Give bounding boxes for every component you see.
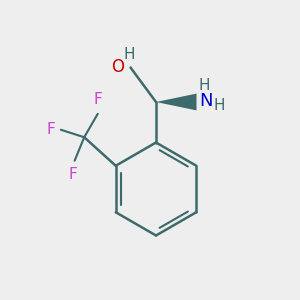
Text: H: H <box>123 47 135 62</box>
Text: F: F <box>47 122 56 137</box>
Text: H: H <box>199 78 210 93</box>
Text: N: N <box>199 92 212 110</box>
Text: O: O <box>111 58 124 76</box>
Polygon shape <box>156 94 196 110</box>
Text: F: F <box>69 167 77 182</box>
Text: H: H <box>213 98 224 112</box>
Text: F: F <box>94 92 102 107</box>
